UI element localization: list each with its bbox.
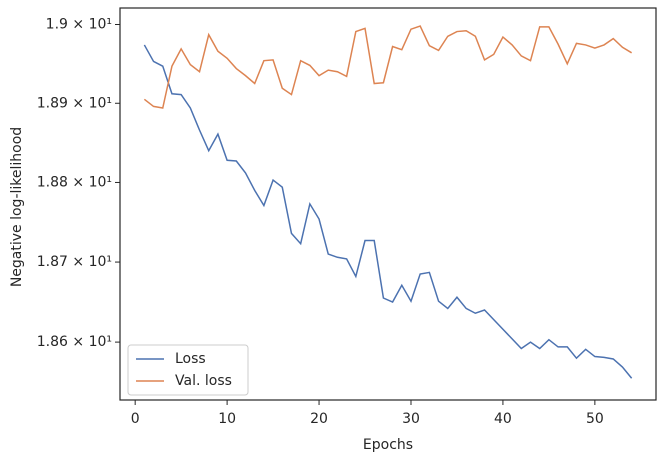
x-tick-label: 20 [310, 411, 328, 427]
y-tick-label: 1.86 × 10¹ [37, 334, 112, 350]
legend-label: Loss [175, 351, 206, 367]
x-tick-label: 30 [402, 411, 420, 427]
x-tick-label: 50 [586, 411, 604, 427]
x-tick-label: 40 [494, 411, 512, 427]
legend-label: Val. loss [175, 373, 232, 389]
x-axis-label: Epochs [363, 437, 413, 453]
plot-frame [119, 7, 657, 401]
y-tick-label: 1.87 × 10¹ [37, 254, 112, 270]
legend-box [127, 344, 249, 396]
x-tick-label: 0 [131, 411, 140, 427]
y-tick-label: 1.88 × 10¹ [37, 174, 112, 190]
y-tick-label: 1.89 × 10¹ [37, 95, 112, 111]
legend: Loss Val. loss [127, 344, 249, 396]
y-tick-label: 1.9 × 10¹ [46, 16, 112, 32]
x-tick-label: 10 [218, 411, 236, 427]
y-axis-label: Negative log-likelihood [9, 127, 25, 287]
line-series [143, 44, 633, 379]
line-series [143, 25, 633, 109]
